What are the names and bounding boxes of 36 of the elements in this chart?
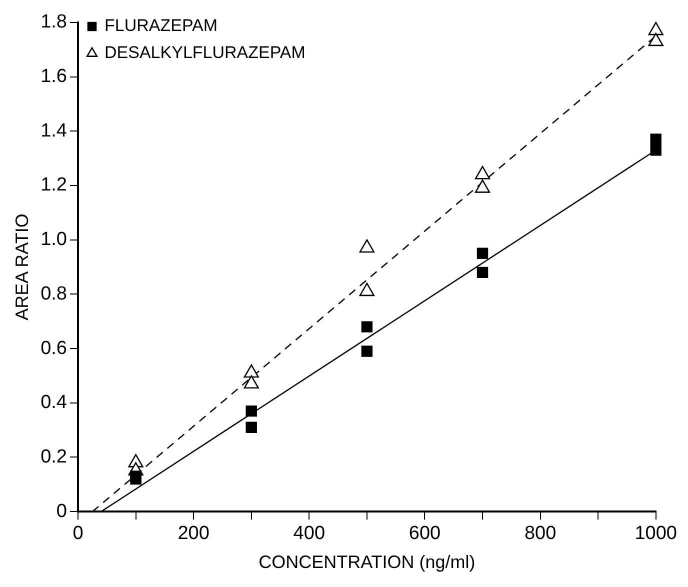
y-tick-label: 0.8 [40,283,68,304]
x-tick-label: 0 [72,523,84,544]
y-tick-label: 1.4 [40,120,68,142]
x-axis-title: CONCENTRATION (ng/ml) [258,552,476,572]
point [361,346,373,357]
y-tick-label: 1.0 [40,229,68,250]
x-tick-label: 600 [408,523,441,544]
point [359,239,375,253]
legend-label: FLURAZEPAM [104,16,218,36]
x-tick-label: 800 [524,523,556,544]
x-tick-label: 400 [293,523,326,544]
y-tick-label: 1.2 [40,174,68,196]
y-tick-label: 0.2 [40,446,68,468]
point [246,422,257,433]
legend-label: DESALKYLFLURAZEPAM [104,43,306,62]
point [474,180,490,193]
y-axis-title: AREA RATIO [12,214,32,320]
point [648,22,664,36]
point [361,321,373,332]
point [476,266,488,278]
point [244,375,259,389]
point [246,405,257,417]
point [474,166,490,180]
point [244,364,259,378]
point [650,134,662,145]
y-tick-label: 1.8 [40,12,68,33]
x-tick-label: 1000 [634,523,678,544]
point [648,32,664,46]
y-tick-label: 0 [56,500,68,522]
point [130,470,142,482]
y-tick-label: 0.6 [40,338,68,359]
y-tick-label: 1.6 [40,66,68,87]
x-tick-label: 200 [178,523,210,544]
point [359,282,375,296]
point [476,248,488,260]
y-tick-label: 0.4 [40,392,68,414]
